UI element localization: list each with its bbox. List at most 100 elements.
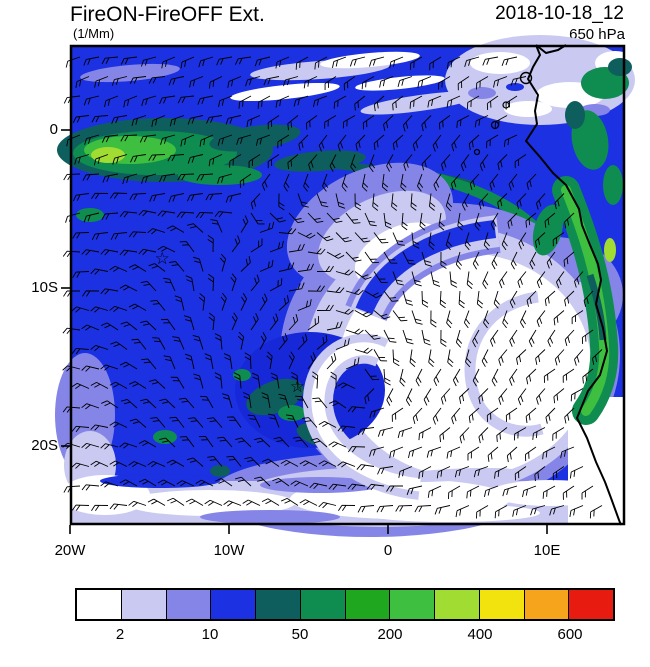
wind-barb bbox=[417, 173, 424, 192]
wind-barb bbox=[446, 310, 453, 329]
wind-barb bbox=[397, 427, 413, 439]
wind-barb bbox=[362, 115, 375, 130]
wind-barb bbox=[250, 212, 265, 225]
wind-barb bbox=[72, 232, 90, 239]
wind-barb bbox=[159, 437, 176, 448]
wind-barb bbox=[150, 417, 166, 428]
wind-barb bbox=[297, 333, 308, 350]
wind-barb bbox=[421, 154, 432, 171]
wind-barb bbox=[347, 483, 366, 490]
wind-barb bbox=[373, 310, 391, 320]
wind-barb bbox=[592, 349, 603, 365]
wind-barb bbox=[553, 310, 565, 326]
wind-barb bbox=[120, 134, 138, 142]
wind-barb bbox=[269, 240, 284, 253]
wind-barb bbox=[445, 193, 453, 212]
wind-barb bbox=[83, 56, 100, 66]
wind-barb bbox=[100, 322, 119, 331]
wind-barb bbox=[412, 134, 423, 152]
wind-barb bbox=[452, 368, 461, 387]
wind-barb bbox=[297, 232, 316, 239]
wind-barb bbox=[208, 76, 223, 89]
wind-barb bbox=[299, 499, 318, 506]
wind-barb bbox=[428, 232, 435, 250]
wind-barb bbox=[472, 329, 480, 348]
wind-barb bbox=[451, 134, 461, 152]
wind-barb bbox=[364, 290, 383, 299]
wind-barb bbox=[109, 503, 128, 510]
wind-barb bbox=[269, 278, 283, 292]
wind-barb bbox=[506, 446, 518, 463]
wind-barb bbox=[109, 265, 128, 272]
wind-barb bbox=[84, 134, 100, 145]
wind-barb bbox=[275, 56, 290, 69]
wind-barb bbox=[157, 245, 176, 253]
wind-barb bbox=[337, 425, 356, 432]
wind-barb bbox=[514, 466, 527, 481]
wind-barb bbox=[436, 466, 451, 479]
wind-barb bbox=[535, 349, 546, 365]
colorbar-cell-3 bbox=[211, 590, 256, 619]
wind-barb bbox=[472, 368, 480, 387]
wind-barb bbox=[491, 368, 499, 387]
wind-barb bbox=[196, 173, 214, 181]
wind-barb bbox=[195, 479, 214, 487]
wind-barb bbox=[335, 269, 354, 276]
colorbar-cell-4 bbox=[256, 590, 301, 619]
wind-barb bbox=[151, 115, 166, 127]
wind-barb bbox=[278, 295, 290, 311]
wind-barb bbox=[157, 479, 176, 487]
wind-barb bbox=[324, 76, 337, 91]
wind-barb bbox=[433, 173, 442, 191]
wind-barb bbox=[93, 154, 109, 166]
wind-barb bbox=[412, 407, 423, 424]
wind-barb bbox=[299, 460, 318, 467]
wind-barb bbox=[536, 271, 546, 289]
wind-barb bbox=[564, 290, 575, 307]
wind-barb bbox=[520, 310, 527, 329]
wind-barb bbox=[157, 210, 176, 217]
wind-barb bbox=[72, 193, 90, 202]
wind-barb bbox=[100, 481, 119, 488]
wind-barb bbox=[187, 154, 204, 164]
wind-barb bbox=[377, 466, 394, 475]
wind-barb bbox=[138, 210, 157, 217]
wind-barb bbox=[402, 329, 414, 345]
wind-barb bbox=[318, 421, 337, 428]
wind-barb bbox=[168, 193, 185, 203]
wind-barb bbox=[187, 223, 204, 233]
wind-barb bbox=[501, 232, 508, 251]
wind-barb bbox=[183, 315, 195, 331]
wind-barb bbox=[148, 154, 166, 161]
wind-barb bbox=[120, 56, 138, 65]
wind-barb bbox=[373, 349, 388, 362]
wind-barb bbox=[167, 497, 185, 506]
wind-barb bbox=[544, 212, 556, 228]
wind-barb bbox=[152, 337, 166, 350]
wind-barb bbox=[262, 458, 280, 467]
wind-barb bbox=[210, 219, 223, 233]
wind-barb bbox=[214, 211, 233, 218]
wind-barb bbox=[318, 460, 337, 467]
wind-barb bbox=[355, 134, 366, 151]
wind-barb bbox=[316, 193, 329, 208]
wind-barb bbox=[101, 134, 119, 143]
wind-barb bbox=[259, 259, 274, 272]
wind-barb bbox=[272, 477, 290, 487]
wind-barb bbox=[199, 134, 214, 147]
wind-barb bbox=[564, 212, 575, 229]
wind-barb bbox=[278, 333, 288, 350]
star-marker: ☆ bbox=[155, 249, 170, 269]
wind-barb bbox=[517, 271, 527, 288]
wind-barb bbox=[368, 154, 376, 173]
wind-barb bbox=[392, 134, 404, 151]
wind-barb bbox=[383, 368, 391, 386]
wind-barb bbox=[167, 154, 185, 162]
wind-barb bbox=[119, 479, 138, 487]
wind-barb bbox=[468, 407, 480, 424]
wind-barb bbox=[119, 361, 138, 370]
wind-barb bbox=[109, 421, 128, 428]
wind-barb bbox=[244, 352, 252, 370]
wind-barb bbox=[223, 353, 233, 370]
